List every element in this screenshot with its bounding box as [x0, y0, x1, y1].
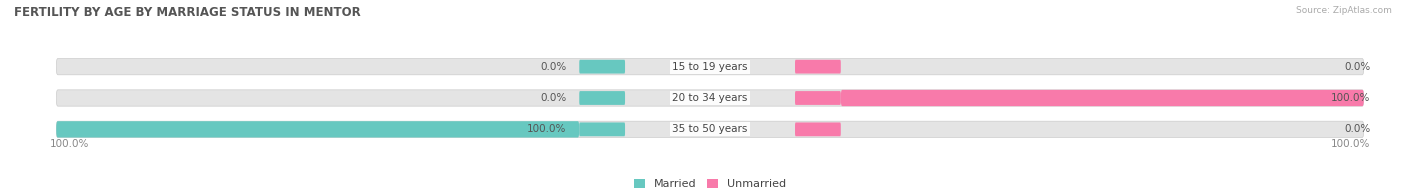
FancyBboxPatch shape — [579, 60, 626, 74]
FancyBboxPatch shape — [56, 58, 1364, 75]
FancyBboxPatch shape — [56, 121, 1364, 138]
Text: Source: ZipAtlas.com: Source: ZipAtlas.com — [1296, 6, 1392, 15]
FancyBboxPatch shape — [794, 60, 841, 74]
Text: 15 to 19 years: 15 to 19 years — [672, 62, 748, 72]
Text: 0.0%: 0.0% — [540, 93, 567, 103]
Text: 35 to 50 years: 35 to 50 years — [672, 124, 748, 134]
Text: FERTILITY BY AGE BY MARRIAGE STATUS IN MENTOR: FERTILITY BY AGE BY MARRIAGE STATUS IN M… — [14, 6, 361, 19]
Text: 100.0%: 100.0% — [1331, 139, 1371, 149]
Text: 100.0%: 100.0% — [49, 139, 89, 149]
FancyBboxPatch shape — [794, 91, 841, 105]
FancyBboxPatch shape — [579, 122, 626, 136]
FancyBboxPatch shape — [579, 91, 626, 105]
Text: 100.0%: 100.0% — [1331, 93, 1371, 103]
FancyBboxPatch shape — [794, 122, 841, 136]
FancyBboxPatch shape — [56, 90, 1364, 106]
Text: 0.0%: 0.0% — [1344, 124, 1371, 134]
Legend: Married, Unmarried: Married, Unmarried — [634, 179, 786, 189]
Text: 100.0%: 100.0% — [527, 124, 567, 134]
FancyBboxPatch shape — [841, 90, 1364, 106]
Text: 0.0%: 0.0% — [1344, 62, 1371, 72]
Text: 0.0%: 0.0% — [540, 62, 567, 72]
Text: 20 to 34 years: 20 to 34 years — [672, 93, 748, 103]
FancyBboxPatch shape — [56, 121, 579, 138]
